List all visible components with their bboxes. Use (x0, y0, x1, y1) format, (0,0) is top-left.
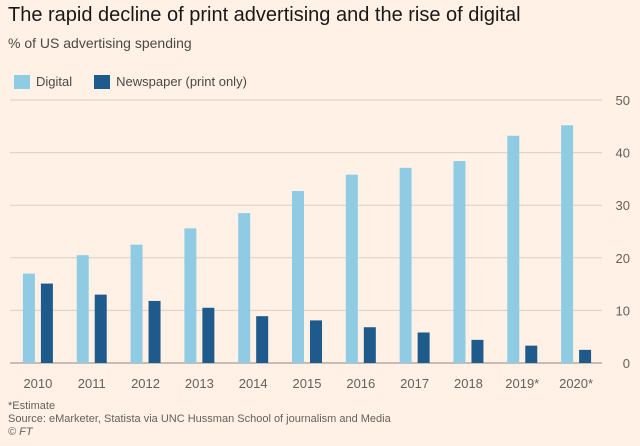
bar-digital (561, 125, 574, 363)
chart-subtitle: % of US advertising spending (8, 35, 192, 51)
x-tick-label: 2010 (23, 376, 52, 391)
legend-item-newspaper: Newspaper (print only) (94, 74, 247, 89)
estimate-note: *Estimate (8, 400, 56, 412)
legend-swatch-newspaper (94, 74, 111, 89)
bar-newspaper (363, 327, 376, 363)
bar-newspaper (471, 339, 484, 363)
y-tick-label: 20 (616, 251, 630, 266)
chart-title: The rapid decline of print advertising a… (8, 4, 521, 26)
y-tick-label: 30 (616, 198, 630, 213)
bar-newspaper (148, 300, 161, 363)
legend-label-digital: Digital (36, 74, 73, 89)
bar-chart: 0 10 20 30 40 50 2010 2011 2012 2013 2014 2015 2016 2… (10, 93, 630, 391)
bar-digital (22, 273, 35, 363)
x-tick-label: 2019* (505, 376, 539, 391)
bar-newspaper (417, 332, 430, 363)
bar-digital (507, 135, 520, 363)
bar-digital (292, 190, 304, 363)
bar-newspaper (579, 349, 592, 363)
y-tick-label: 10 (616, 303, 630, 318)
bar-digital (238, 213, 251, 363)
x-tick-label: 2013 (185, 376, 214, 391)
bar-digital (399, 167, 412, 363)
x-tick-label: 2017 (400, 376, 429, 391)
bar-newspaper (525, 345, 538, 363)
source-note: Source: eMarketer, Statista via UNC Huss… (8, 413, 391, 425)
y-tick-label: 40 (616, 146, 630, 161)
legend-swatch-digital (14, 74, 30, 89)
chart-legend: Digital Newspaper (print only) (14, 74, 269, 89)
x-tick-label: 2011 (78, 376, 106, 391)
bar-digital (453, 161, 466, 363)
ft-credit: © FT (8, 426, 33, 438)
legend-label-newspaper: Newspaper (print only) (116, 74, 247, 89)
x-tick-label: 2012 (131, 376, 160, 391)
x-tick-label: 2020* (559, 376, 593, 391)
legend-item-digital: Digital (14, 74, 72, 89)
bar-newspaper (256, 316, 269, 363)
x-tick-label: 2015 (293, 376, 322, 391)
bar-digital (130, 244, 143, 363)
bar-digital (345, 174, 358, 363)
bar-newspaper (40, 283, 53, 363)
bar-digital (184, 228, 197, 363)
x-tick-label: 2016 (346, 376, 375, 391)
footnotes: *Estimate Source: eMarketer, Statista vi… (8, 400, 391, 439)
bar-newspaper (202, 307, 215, 363)
bar-newspaper (310, 320, 322, 363)
bar-newspaper (94, 294, 107, 363)
x-tick-label: 2018 (454, 376, 483, 391)
y-tick-label: 50 (616, 93, 630, 108)
bar-digital (76, 255, 89, 363)
x-tick-label: 2014 (239, 376, 268, 391)
y-tick-label: 0 (623, 356, 630, 371)
